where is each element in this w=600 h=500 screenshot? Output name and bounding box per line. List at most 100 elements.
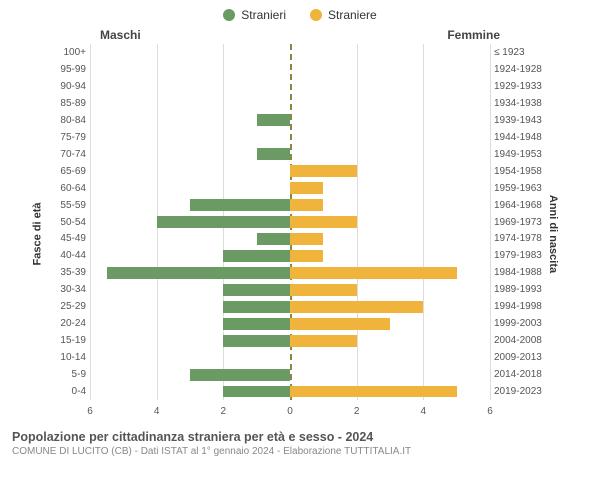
male-bar bbox=[223, 301, 290, 313]
male-half bbox=[90, 199, 290, 211]
birth-year-label: ≤ 1923 bbox=[494, 47, 552, 58]
age-label: 10-14 bbox=[50, 352, 86, 363]
female-bar bbox=[290, 233, 323, 245]
age-label: 35-39 bbox=[50, 267, 86, 278]
male-bar bbox=[190, 369, 290, 381]
chart-row: 75-791944-1948 bbox=[90, 129, 490, 146]
chart-title: Popolazione per cittadinanza straniera p… bbox=[12, 430, 590, 444]
chart-row: 85-891934-1938 bbox=[90, 95, 490, 112]
chart-row: 100+≤ 1923 bbox=[90, 44, 490, 61]
chart-row: 90-941929-1933 bbox=[90, 78, 490, 95]
female-bar bbox=[290, 284, 357, 296]
birth-year-label: 2004-2008 bbox=[494, 335, 552, 346]
chart-footer: Popolazione per cittadinanza straniera p… bbox=[0, 424, 600, 457]
chart-row: 45-491974-1978 bbox=[90, 230, 490, 247]
male-half bbox=[90, 233, 290, 245]
age-label: 50-54 bbox=[50, 217, 86, 228]
chart-row: 30-341989-1993 bbox=[90, 281, 490, 298]
chart-row: 95-991924-1928 bbox=[90, 61, 490, 78]
chart-row: 60-641959-1963 bbox=[90, 180, 490, 197]
female-bar bbox=[290, 165, 357, 177]
chart-row: 5-92014-2018 bbox=[90, 366, 490, 383]
age-label: 55-59 bbox=[50, 200, 86, 211]
birth-year-label: 1939-1943 bbox=[494, 115, 552, 126]
female-half bbox=[290, 352, 490, 364]
birth-year-label: 2009-2013 bbox=[494, 352, 552, 363]
age-label: 80-84 bbox=[50, 115, 86, 126]
birth-year-label: 1959-1963 bbox=[494, 183, 552, 194]
bar-holder bbox=[90, 61, 490, 78]
female-bar bbox=[290, 301, 423, 313]
age-label: 0-4 bbox=[50, 386, 86, 397]
bar-holder bbox=[90, 44, 490, 61]
bar-holder bbox=[90, 315, 490, 332]
bar-holder bbox=[90, 129, 490, 146]
bar-holder bbox=[90, 332, 490, 349]
x-tick: 2 bbox=[221, 406, 227, 417]
female-half bbox=[290, 47, 490, 59]
birth-year-label: 1979-1983 bbox=[494, 250, 552, 261]
female-half bbox=[290, 386, 490, 398]
birth-year-label: 1964-1968 bbox=[494, 200, 552, 211]
male-bar bbox=[257, 148, 290, 160]
x-tick: 6 bbox=[87, 406, 93, 417]
age-label: 65-69 bbox=[50, 166, 86, 177]
birth-year-label: 1944-1948 bbox=[494, 132, 552, 143]
birth-year-label: 1994-1998 bbox=[494, 301, 552, 312]
bar-holder bbox=[90, 163, 490, 180]
male-half bbox=[90, 335, 290, 347]
left-axis-label: Fasce di età bbox=[31, 203, 43, 266]
male-bar bbox=[190, 199, 290, 211]
chart-legend: Stranieri Straniere bbox=[0, 0, 600, 22]
male-bar bbox=[257, 233, 290, 245]
bar-holder bbox=[90, 214, 490, 231]
female-half bbox=[290, 369, 490, 381]
chart-row: 0-42019-2023 bbox=[90, 383, 490, 400]
x-tick: 4 bbox=[421, 406, 427, 417]
male-half bbox=[90, 318, 290, 330]
bar-holder bbox=[90, 197, 490, 214]
male-half bbox=[90, 80, 290, 92]
male-half bbox=[90, 284, 290, 296]
female-half bbox=[290, 199, 490, 211]
male-half bbox=[90, 165, 290, 177]
age-label: 75-79 bbox=[50, 132, 86, 143]
male-half bbox=[90, 148, 290, 160]
female-half bbox=[290, 148, 490, 160]
chart-row: 50-541969-1973 bbox=[90, 214, 490, 231]
legend-item-male: Stranieri bbox=[223, 8, 286, 22]
bar-holder bbox=[90, 298, 490, 315]
birth-year-label: 1974-1978 bbox=[494, 233, 552, 244]
female-bar bbox=[290, 335, 357, 347]
female-half bbox=[290, 250, 490, 262]
birth-year-label: 1999-2003 bbox=[494, 318, 552, 329]
male-bar bbox=[257, 114, 290, 126]
birth-year-label: 1954-1958 bbox=[494, 166, 552, 177]
age-label: 95-99 bbox=[50, 64, 86, 75]
x-tick: 4 bbox=[154, 406, 160, 417]
male-half bbox=[90, 97, 290, 109]
female-half bbox=[290, 80, 490, 92]
age-label: 100+ bbox=[50, 47, 86, 58]
female-bar bbox=[290, 318, 390, 330]
female-half bbox=[290, 216, 490, 228]
female-half bbox=[290, 318, 490, 330]
birth-year-label: 1929-1933 bbox=[494, 81, 552, 92]
bar-holder bbox=[90, 78, 490, 95]
x-axis: 6420246 bbox=[90, 402, 490, 424]
male-bar bbox=[223, 318, 290, 330]
male-bar bbox=[223, 386, 290, 398]
age-label: 70-74 bbox=[50, 149, 86, 160]
birth-year-label: 2014-2018 bbox=[494, 369, 552, 380]
bar-holder bbox=[90, 230, 490, 247]
female-bar bbox=[290, 182, 323, 194]
age-label: 25-29 bbox=[50, 301, 86, 312]
bar-holder bbox=[90, 180, 490, 197]
x-tick: 6 bbox=[487, 406, 493, 417]
bar-holder bbox=[90, 146, 490, 163]
male-half bbox=[90, 182, 290, 194]
male-half bbox=[90, 114, 290, 126]
chart-row: 10-142009-2013 bbox=[90, 349, 490, 366]
birth-year-label: 1969-1973 bbox=[494, 217, 552, 228]
bar-holder bbox=[90, 281, 490, 298]
